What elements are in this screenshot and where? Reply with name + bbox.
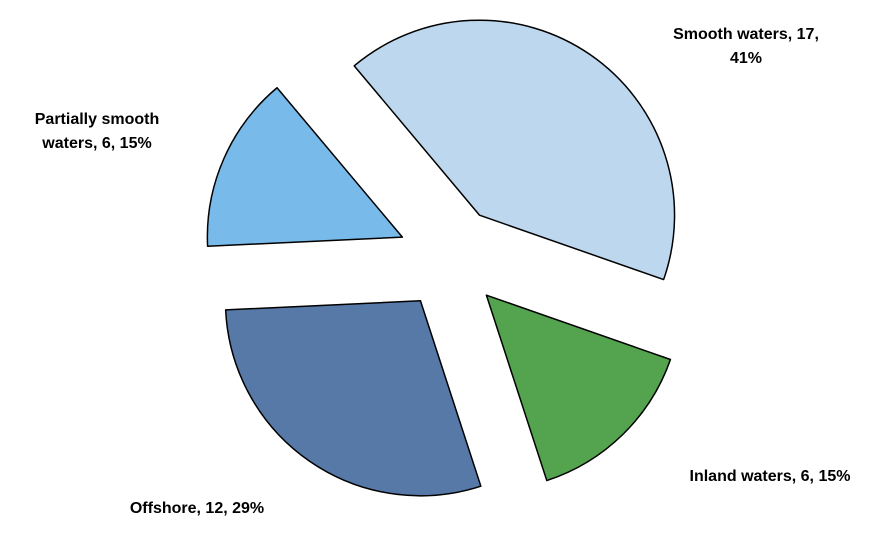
pie-slice <box>485 294 672 482</box>
pie-slice <box>206 87 404 248</box>
data-label: Smooth waters, 17, 41% <box>673 26 819 67</box>
data-label: Offshore, 12, 29% <box>129 500 265 517</box>
data-label: Partially smooth waters, 6, 15% <box>34 111 160 152</box>
pie-slice <box>353 19 676 281</box>
data-label: Inland waters, 6, 15% <box>689 468 851 485</box>
pie-slice <box>224 300 482 497</box>
